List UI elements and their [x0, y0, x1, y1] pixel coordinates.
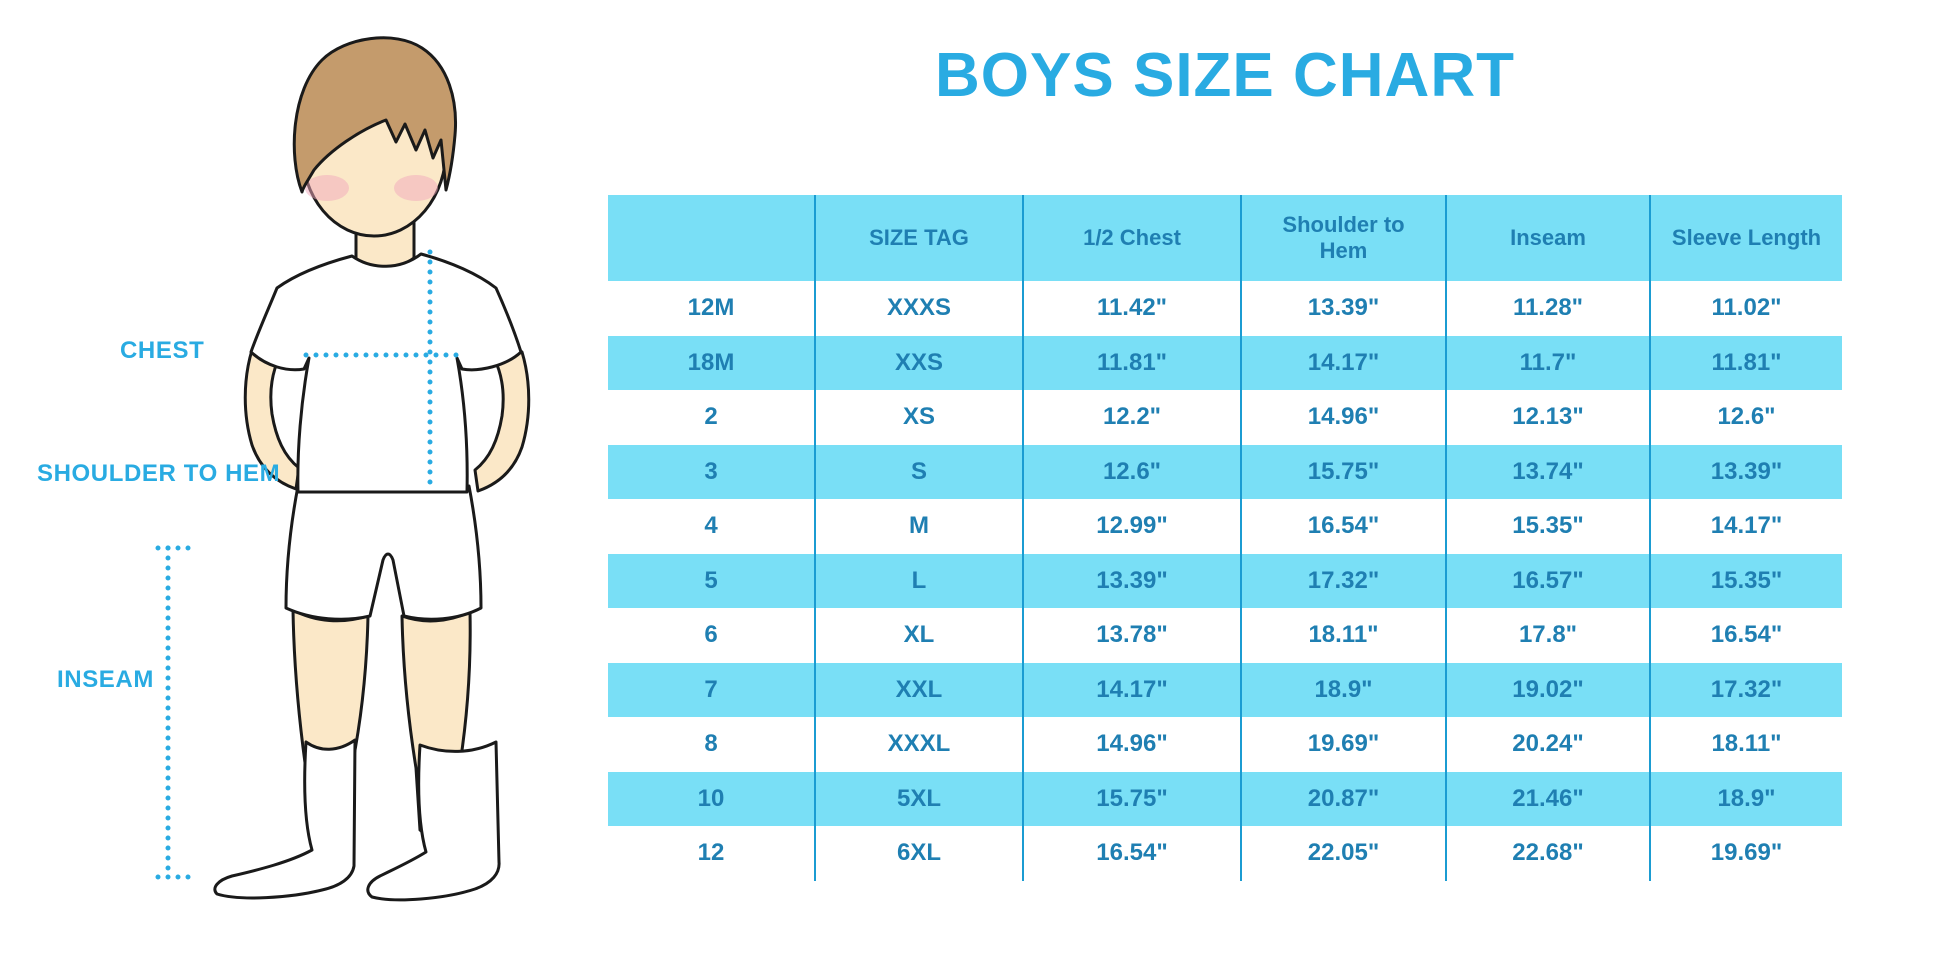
row-size-label: 2	[608, 390, 814, 445]
table-cell: M	[814, 499, 1022, 554]
table-cell: 15.75"	[1240, 444, 1445, 499]
table-cell: L	[814, 553, 1022, 608]
right-cheek-blush	[394, 175, 438, 201]
table-cell: 17.32"	[1649, 662, 1842, 717]
table-cell: 16.54"	[1022, 826, 1240, 881]
table-cell: XXL	[814, 662, 1022, 717]
boy-illustration: CHEST SHOULDER TO HEM INSEAM	[0, 0, 560, 973]
boy-figure-svg	[155, 36, 531, 902]
table-cell: 16.54"	[1649, 608, 1842, 663]
table-cell: 18.11"	[1240, 608, 1445, 663]
left-cheek-blush	[305, 175, 349, 201]
table-cell: 14.96"	[1022, 717, 1240, 772]
row-size-label: 18M	[608, 335, 814, 390]
table-cell: 19.02"	[1445, 662, 1649, 717]
table-cell: 11.42"	[1022, 281, 1240, 336]
table-cell: 12.2"	[1022, 390, 1240, 445]
table-cell: 11.81"	[1022, 335, 1240, 390]
table-cell: 12.13"	[1445, 390, 1649, 445]
inseam-label: INSEAM	[57, 666, 154, 693]
t-shirt	[249, 252, 523, 494]
column-header	[608, 195, 814, 281]
table-cell: 12.6"	[1649, 390, 1842, 445]
row-size-label: 8	[608, 717, 814, 772]
table-cell: 13.39"	[1240, 281, 1445, 336]
table-cell: 5XL	[814, 771, 1022, 826]
table-cell: 11.7"	[1445, 335, 1649, 390]
table-cell: 19.69"	[1649, 826, 1842, 881]
right-sock	[366, 740, 501, 902]
table-cell: XXXS	[814, 281, 1022, 336]
table-cell: 13.39"	[1649, 444, 1842, 499]
right-arm	[473, 350, 531, 493]
column-header: Sleeve Length	[1649, 195, 1842, 281]
table-cell: 12.6"	[1022, 444, 1240, 499]
table-cell: 13.74"	[1445, 444, 1649, 499]
table-cell: 18.9"	[1649, 771, 1842, 826]
row-size-label: 4	[608, 499, 814, 554]
table-cell: 20.87"	[1240, 771, 1445, 826]
table-cell: 15.35"	[1445, 499, 1649, 554]
row-size-label: 3	[608, 444, 814, 499]
table-cell: 13.78"	[1022, 608, 1240, 663]
table-cell: 18.11"	[1649, 717, 1842, 772]
table-cell: S	[814, 444, 1022, 499]
table-cell: 16.54"	[1240, 499, 1445, 554]
table-cell: 11.02"	[1649, 281, 1842, 336]
table-cell: 16.57"	[1445, 553, 1649, 608]
row-size-label: 12M	[608, 281, 814, 336]
shoulder-to-hem-label: SHOULDER TO HEM	[37, 460, 281, 487]
hair	[292, 36, 457, 194]
table-cell: 19.69"	[1240, 717, 1445, 772]
table-cell: 12.99"	[1022, 499, 1240, 554]
row-size-label: 6	[608, 608, 814, 663]
row-size-label: 12	[608, 826, 814, 881]
table-cell: XXXL	[814, 717, 1022, 772]
table-cell: 14.17"	[1022, 662, 1240, 717]
table-cell: XXS	[814, 335, 1022, 390]
row-size-label: 10	[608, 771, 814, 826]
row-size-label: 5	[608, 553, 814, 608]
left-sock	[213, 738, 357, 900]
table-cell: 18.9"	[1240, 662, 1445, 717]
table-cell: 11.81"	[1649, 335, 1842, 390]
table-cell: 22.68"	[1445, 826, 1649, 881]
column-header: Inseam	[1445, 195, 1649, 281]
column-header: Shoulder to Hem	[1240, 195, 1445, 281]
table-cell: XL	[814, 608, 1022, 663]
table-cell: 15.35"	[1649, 553, 1842, 608]
table-cell: 15.75"	[1022, 771, 1240, 826]
table-cell: 14.17"	[1240, 335, 1445, 390]
row-size-label: 7	[608, 662, 814, 717]
table-cell: 11.28"	[1445, 281, 1649, 336]
column-header: SIZE TAG	[814, 195, 1022, 281]
table-cell: 14.17"	[1649, 499, 1842, 554]
column-header: 1/2 Chest	[1022, 195, 1240, 281]
chest-label: CHEST	[120, 337, 205, 364]
table-cell: 6XL	[814, 826, 1022, 881]
table-cell: 14.96"	[1240, 390, 1445, 445]
table-cell: 20.24"	[1445, 717, 1649, 772]
table-cell: 13.39"	[1022, 553, 1240, 608]
shorts	[284, 484, 483, 621]
table-cell: XS	[814, 390, 1022, 445]
table-cell: 17.32"	[1240, 553, 1445, 608]
table-cell: 17.8"	[1445, 608, 1649, 663]
page-title: BOYS SIZE CHART	[935, 41, 1515, 110]
table-cell: 21.46"	[1445, 771, 1649, 826]
table-cell: 22.05"	[1240, 826, 1445, 881]
size-table: SIZE TAG 1/2 Chest Shoulder to Hem Inseam Sl…	[608, 195, 1842, 881]
